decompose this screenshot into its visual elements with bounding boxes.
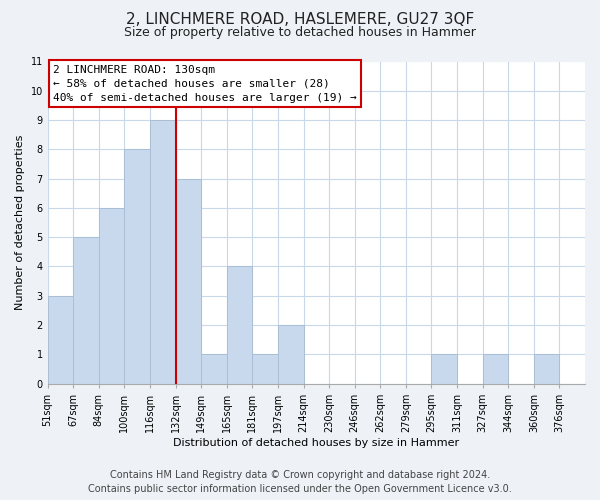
Text: Contains HM Land Registry data © Crown copyright and database right 2024.
Contai: Contains HM Land Registry data © Crown c… <box>88 470 512 494</box>
Bar <box>47 296 73 384</box>
Bar <box>431 354 457 384</box>
Text: 2 LINCHMERE ROAD: 130sqm
← 58% of detached houses are smaller (28)
40% of semi-d: 2 LINCHMERE ROAD: 130sqm ← 58% of detach… <box>53 64 357 102</box>
Y-axis label: Number of detached properties: Number of detached properties <box>15 135 25 310</box>
Bar <box>201 354 227 384</box>
Bar <box>99 208 124 384</box>
Bar <box>482 354 508 384</box>
Bar <box>150 120 176 384</box>
Text: Size of property relative to detached houses in Hammer: Size of property relative to detached ho… <box>124 26 476 39</box>
Bar <box>124 150 150 384</box>
Bar <box>534 354 559 384</box>
Bar <box>227 266 253 384</box>
Text: 2, LINCHMERE ROAD, HASLEMERE, GU27 3QF: 2, LINCHMERE ROAD, HASLEMERE, GU27 3QF <box>126 12 474 28</box>
Bar <box>73 237 99 384</box>
X-axis label: Distribution of detached houses by size in Hammer: Distribution of detached houses by size … <box>173 438 460 448</box>
Bar <box>278 325 304 384</box>
Bar <box>176 178 201 384</box>
Bar <box>253 354 278 384</box>
